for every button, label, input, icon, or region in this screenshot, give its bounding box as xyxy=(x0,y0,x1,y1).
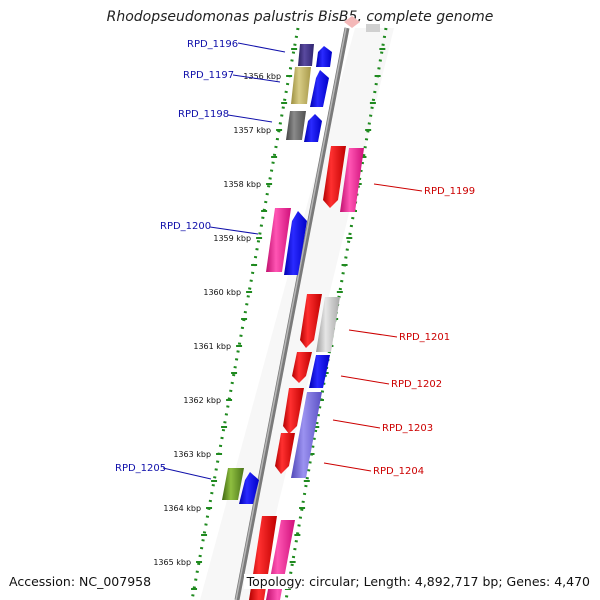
scale-ticks xyxy=(191,48,386,590)
gene-rpd-1201[interactable] xyxy=(300,294,340,352)
gene-rpd-1197[interactable] xyxy=(291,67,329,107)
scale-tick-label: 1360 kbp xyxy=(203,288,241,297)
scale-tick-label: 1362 kbp xyxy=(183,396,221,405)
gene-block xyxy=(298,44,314,66)
gene-block xyxy=(316,297,340,352)
scale-tick-label: 1364 kbp xyxy=(163,504,201,513)
gene-arrow xyxy=(300,294,322,348)
forward-leader-lines xyxy=(323,183,423,472)
gene-block xyxy=(291,392,322,478)
gene-rpd-1202[interactable] xyxy=(292,352,330,388)
gene-label-rpd-1205[interactable]: RPD_1205 xyxy=(115,463,166,474)
gene-rpd-1198[interactable] xyxy=(286,111,322,142)
reverse-leader-lines xyxy=(162,42,286,480)
gene-arrow xyxy=(316,46,332,67)
gene-block xyxy=(266,208,291,272)
scale-tick-label: 1358 kbp xyxy=(223,180,261,189)
gene-arrow xyxy=(283,388,304,434)
gene-label-rpd-1199[interactable]: RPD_1199 xyxy=(424,186,475,197)
genome-backbone xyxy=(234,27,350,600)
gene-label-rpd-1197[interactable]: RPD_1197 xyxy=(183,70,234,81)
gene-arrow xyxy=(284,211,307,275)
scale-tick-label: 1361 kbp xyxy=(193,342,231,351)
gene-block xyxy=(340,148,364,212)
scale-tick-label: 1356 kbp xyxy=(243,72,281,81)
gene-rpd-1203[interactable] xyxy=(283,388,322,478)
scale-line-left xyxy=(190,27,300,600)
scale-tick-label: 1357 kbp xyxy=(233,126,271,135)
gene-block xyxy=(291,67,311,104)
track-band xyxy=(200,28,394,600)
genome-stats: Topology: circular; Length: 4,892,717 bp… xyxy=(243,574,590,589)
scale-tick-label: 1365 kbp xyxy=(153,558,191,567)
scale-tick-label: 1359 kbp xyxy=(213,234,251,243)
gene-arrow xyxy=(275,433,295,474)
gene-arrow xyxy=(310,70,329,107)
gene-rpd-1205[interactable] xyxy=(222,468,259,504)
gene-label-rpd-1202[interactable]: RPD_1202 xyxy=(391,379,442,390)
gene-label-rpd-1203[interactable]: RPD_1203 xyxy=(382,423,433,434)
genome-title: Rhodopseudomonas palustris BisB5, comple… xyxy=(106,9,494,25)
gene-label-rpd-1204[interactable]: RPD_1204 xyxy=(373,466,424,477)
origin-marker xyxy=(344,16,360,28)
gene-arrow xyxy=(323,146,346,208)
genome-backbone-highlight xyxy=(235,27,347,600)
gene-label-rpd-1200[interactable]: RPD_1200 xyxy=(160,221,211,232)
gene-arrow xyxy=(292,352,312,383)
gene-label-rpd-1201[interactable]: RPD_1201 xyxy=(399,332,450,343)
scale-line-right xyxy=(284,27,388,600)
scale-tick-label: 1363 kbp xyxy=(173,450,211,459)
gene-label-rpd-1198[interactable]: RPD_1198 xyxy=(178,109,229,120)
gene-label-rpd-1196[interactable]: RPD_1196 xyxy=(187,39,238,50)
gene-rpd-1200[interactable] xyxy=(266,208,307,275)
gene-rpd-1196[interactable] xyxy=(298,44,332,67)
gene-block xyxy=(286,111,306,140)
scale-tick-labels: 1356 kbp 1357 kbp 1358 kbp 1359 kbp 1360 kbp… xyxy=(153,72,281,567)
gene-rpd-1204[interactable] xyxy=(275,433,295,474)
gene-block xyxy=(222,468,244,500)
accession-label: Accession: NC_007958 xyxy=(9,574,152,589)
origin-gray-block xyxy=(366,24,380,32)
gene-arrow xyxy=(304,114,322,142)
gene-block xyxy=(309,355,330,388)
gene-arrow xyxy=(239,472,259,504)
gene-rpd-1199[interactable] xyxy=(323,146,364,212)
